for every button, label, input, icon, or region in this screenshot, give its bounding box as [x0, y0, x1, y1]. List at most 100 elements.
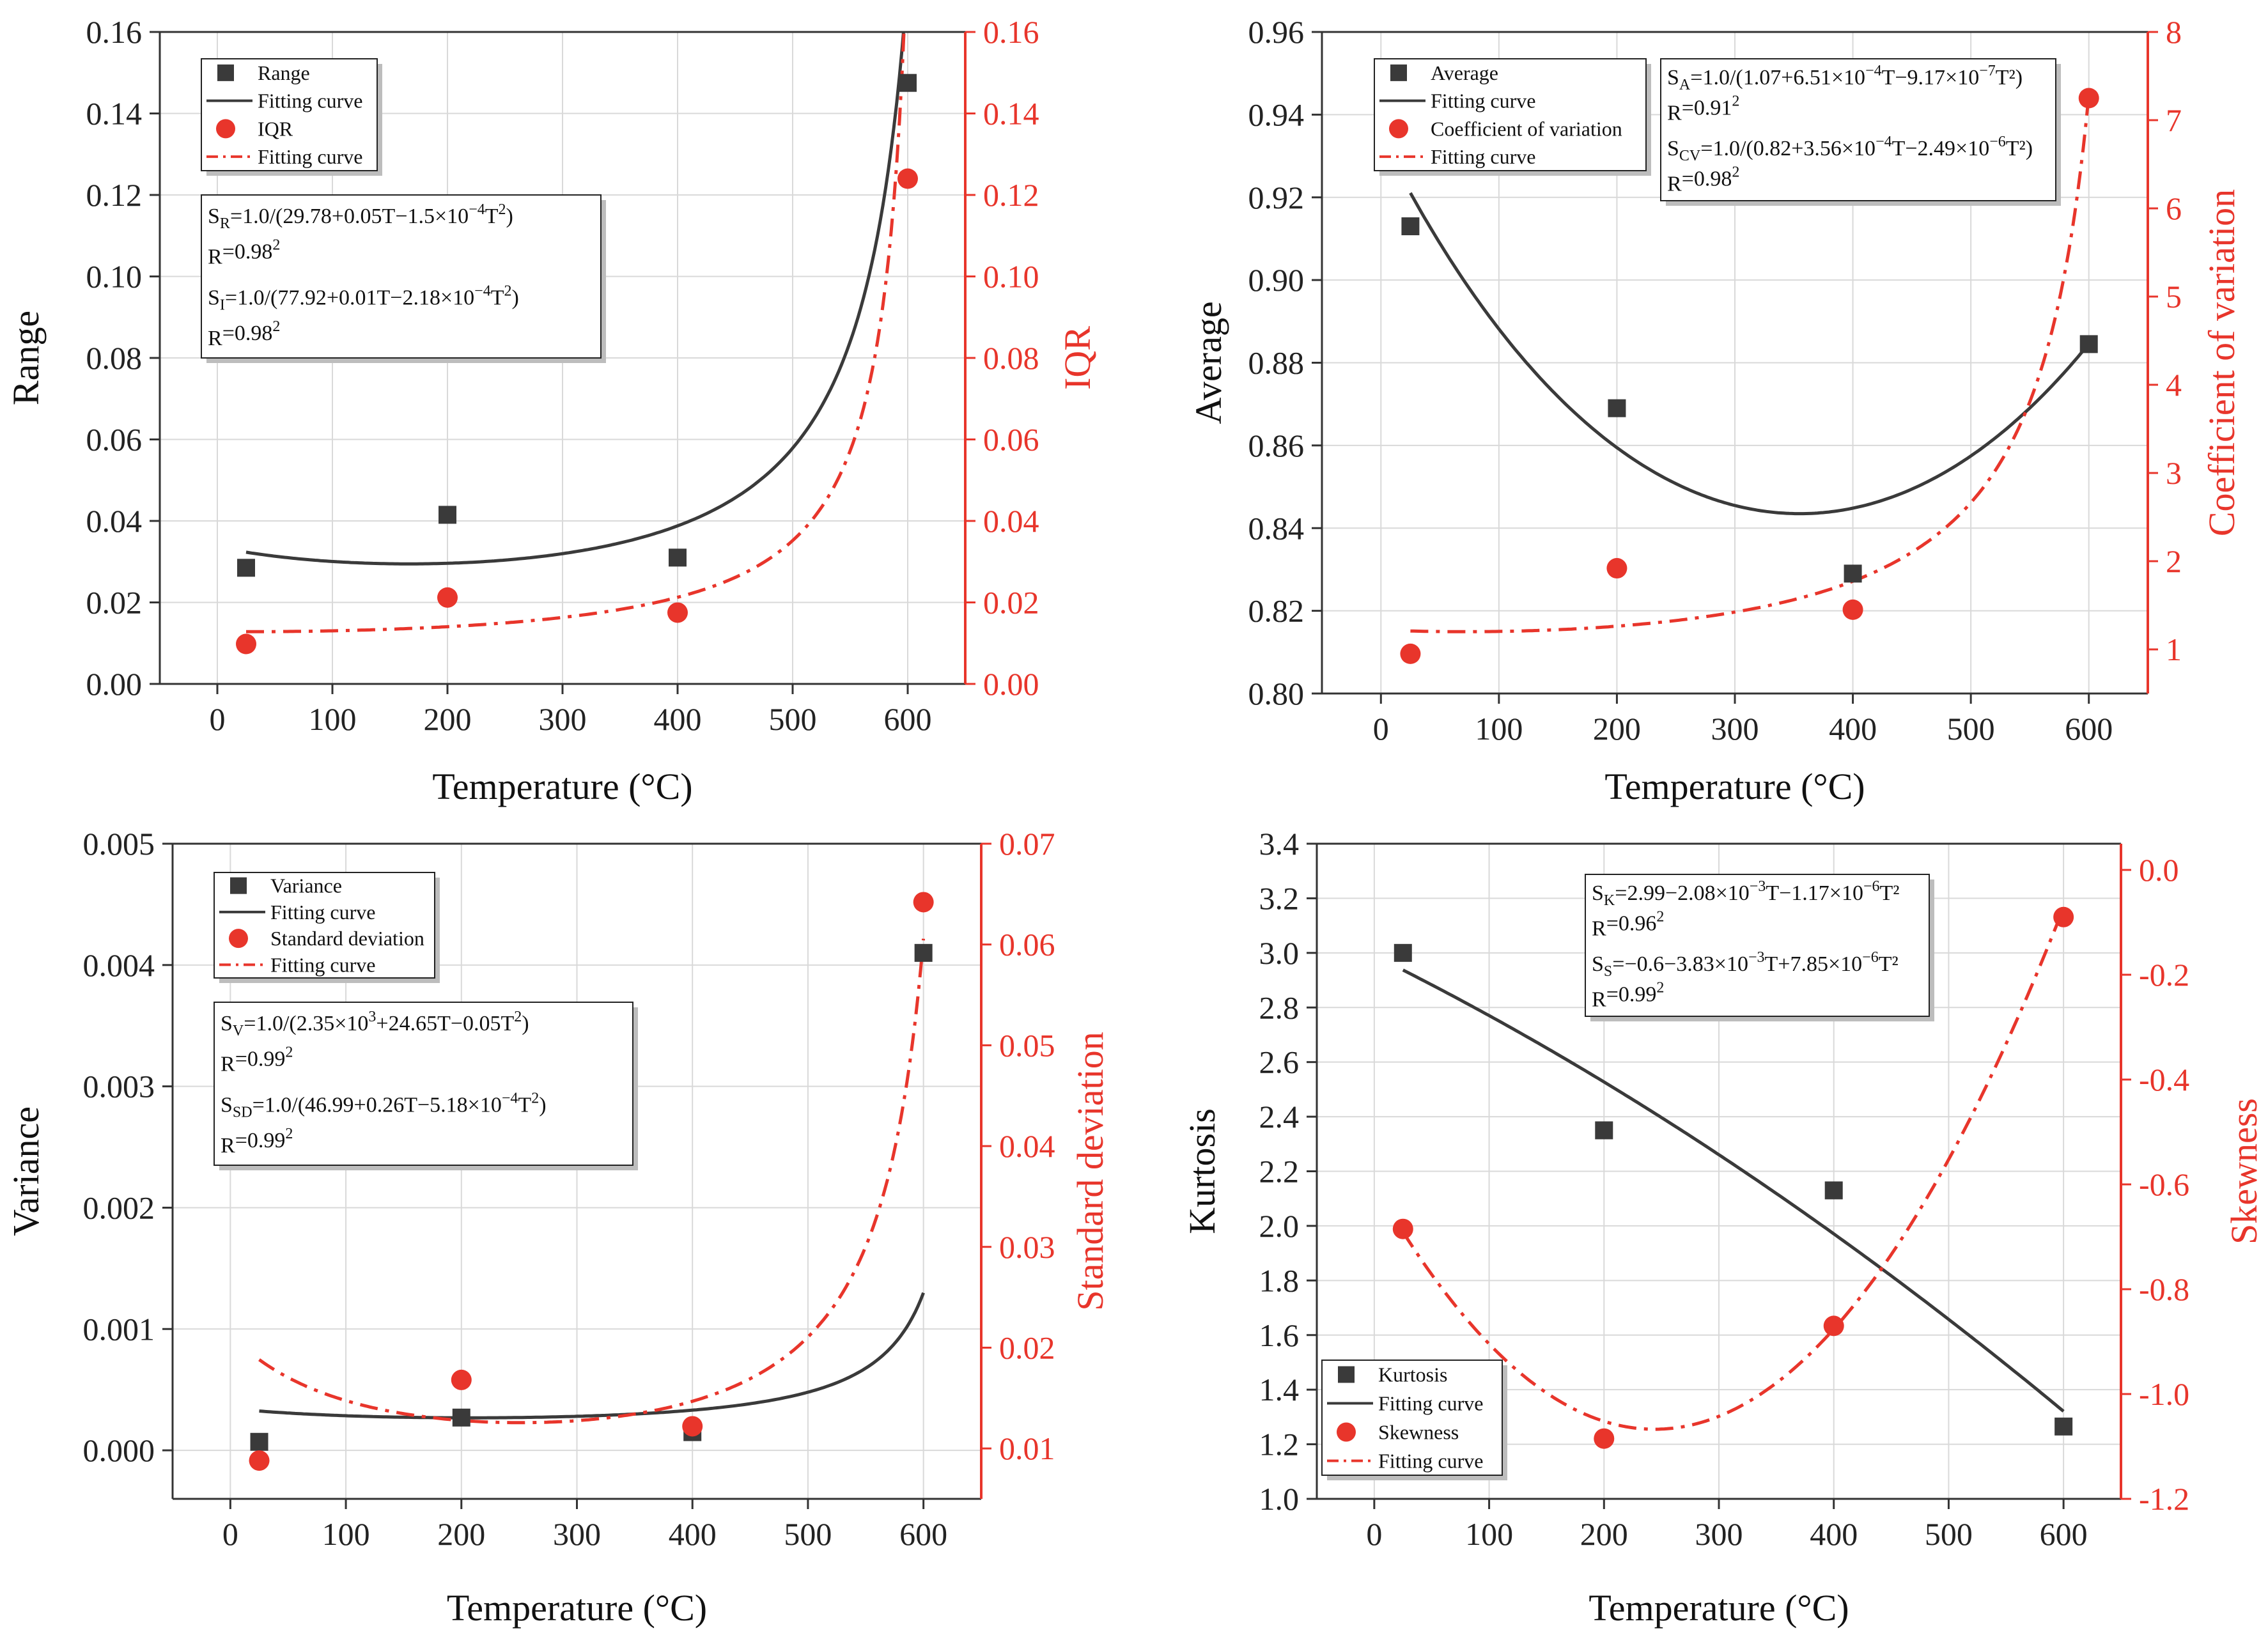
legend	[214, 872, 435, 979]
point-square	[899, 74, 917, 92]
y-tick-label-left: 1.2	[1259, 1427, 1300, 1462]
legend	[1321, 1360, 1503, 1476]
x-tick-label: 0	[1373, 711, 1389, 747]
point-square	[1394, 943, 1412, 962]
y-tick-label-left: 0.005	[83, 826, 155, 862]
point-circle	[667, 602, 688, 623]
panel-range: 0 100 200 300 400 500 600 0.00 0.02 0.04 0.06 0.08 0…	[5, 14, 1098, 807]
point-circle	[1606, 558, 1627, 579]
y-axis-title-right: IQR	[1057, 326, 1098, 390]
y-tick-label-left: 0.003	[83, 1069, 155, 1104]
legend-marker-circle	[216, 119, 235, 139]
y-tick-label-right: 0.02	[999, 1329, 1055, 1365]
point-square	[2054, 1417, 2073, 1436]
panel-variance: 0 100 200 300 400 500 600 0.000 0.001 0.002 0.003 0…	[5, 826, 1111, 1629]
y-tick-label-left: 0.16	[86, 14, 143, 50]
y-tick-label-left: 1.8	[1259, 1262, 1300, 1298]
y-tick-label-right: 7	[2166, 102, 2182, 138]
x-tick-label: 100	[1475, 711, 1523, 747]
x-tick-label: 300	[1711, 711, 1759, 747]
equation-box	[201, 194, 602, 359]
legend-marker-square	[217, 64, 234, 81]
equation-line: SV=1.0/(2.35×103+24.65T−0.05T2)	[221, 1009, 529, 1039]
y-tick-label-left: 0.88	[1248, 345, 1305, 381]
y-tick-label-right: 0.04	[983, 503, 1039, 539]
point-circle	[2078, 88, 2099, 109]
legend-label: Range	[258, 61, 310, 84]
y-tick-label-left: 0.96	[1248, 14, 1305, 50]
x-tick-label: 300	[539, 701, 587, 737]
legend-label: Skewness	[1378, 1421, 1459, 1444]
y-tick-label-right: 0.06	[999, 927, 1055, 963]
y-tick-label-left: 2.6	[1259, 1044, 1300, 1080]
legend-marker-circle	[229, 929, 248, 949]
legend-label: Standard deviation	[270, 927, 424, 950]
y-tick-label-right: 5	[2166, 279, 2182, 314]
y-tick-label-left: 0.001	[83, 1311, 155, 1347]
y-tick-label-right: 0.16	[983, 14, 1039, 50]
point-square	[1824, 1181, 1843, 1200]
panel-kurtosis: 0 100 200 300 400 500 600 1.0 1.2 1.4 1.6 1.8 2.0 2.2…	[1181, 826, 2265, 1629]
x-tick-label: 0	[210, 701, 226, 737]
point-circle	[437, 587, 458, 608]
y-tick-label-right: 1	[2166, 632, 2182, 667]
legend-marker-circle	[1389, 119, 1408, 139]
fit-curve-red	[258, 938, 926, 1425]
point-circle	[2053, 906, 2074, 927]
y-tick-label-right: 8	[2166, 14, 2182, 50]
equation-box	[1660, 58, 2056, 201]
y-tick-label-right: 0.12	[983, 177, 1039, 213]
point-circle	[451, 1369, 472, 1390]
point-circle	[249, 1450, 270, 1471]
x-tick-label: 400	[1829, 711, 1877, 747]
legend-label: Average	[1431, 61, 1498, 84]
equation-line: R=0.982	[208, 237, 280, 269]
fit-curve-red	[246, 32, 906, 633]
y-tick-label-right: 0.07	[999, 826, 1055, 862]
y-tick-label-left: 0.06	[86, 422, 143, 458]
y-tick-label-left: 0.00	[86, 666, 143, 702]
y-tick-label-left: 0.08	[86, 340, 143, 376]
y-tick-label-left: 2.4	[1259, 1099, 1300, 1135]
point-circle	[1400, 643, 1421, 664]
x-tick-label: 200	[1593, 711, 1641, 747]
point-square	[1595, 1121, 1613, 1140]
x-tick-label: 200	[424, 701, 472, 737]
panel-average: 0 100 200 300 400 500 600 0.80 0.82 0.84 0.86 0.88 0…	[1188, 14, 2242, 807]
y-tick-label-left: 0.90	[1248, 262, 1305, 298]
equation-line: R=0.992	[221, 1044, 293, 1076]
y-tick-label-right: 0.01	[999, 1430, 1055, 1466]
y-tick-label-right: 0.02	[983, 585, 1039, 621]
legend-label: Fitting curve	[1378, 1450, 1483, 1473]
y-tick-label-left: 1.0	[1259, 1481, 1300, 1517]
y-tick-label-right: 0.04	[999, 1128, 1055, 1164]
y-tick-label-left: 0.82	[1248, 593, 1305, 629]
point-square	[2079, 335, 2098, 353]
point-circle	[1392, 1218, 1413, 1239]
point-circle	[897, 168, 918, 189]
y-tick-label-right: 0.08	[983, 340, 1039, 376]
y-tick-label-right: -0.2	[2139, 957, 2189, 993]
equation-line: R=0.982	[208, 318, 280, 350]
point-square	[1844, 564, 1862, 583]
y-axis-title-left: Range	[5, 311, 47, 405]
equation-line: R=0.962	[1592, 908, 1664, 940]
fit-curve-black	[259, 1292, 925, 1420]
point-circle	[236, 633, 256, 655]
equation-line: R=0.992	[221, 1126, 293, 1158]
point-square	[237, 559, 255, 577]
equation-line: R=0.912	[1667, 93, 1739, 125]
y-axis-title-right: Coefficient of variation	[2201, 189, 2242, 536]
y-tick-label-right: -0.6	[2139, 1166, 2189, 1202]
legend-marker-circle	[1337, 1422, 1356, 1442]
equation-line: SI=1.0/(77.92+0.01T−2.18×10−4T2)	[208, 283, 519, 313]
x-axis-title: Temperature (°C)	[1604, 766, 1865, 807]
x-axis-title: Temperature (°C)	[1588, 1587, 1849, 1629]
equation-line: R=0.992	[1592, 979, 1664, 1011]
y-axis-title-right: Standard deviation	[1069, 1032, 1111, 1311]
y-axis-title-left: Kurtosis	[1181, 1108, 1223, 1234]
y-axis-title-right: Skewness	[2223, 1098, 2265, 1244]
y-tick-label-right: 0.03	[999, 1229, 1055, 1265]
y-tick-label-left: 0.12	[86, 177, 143, 213]
